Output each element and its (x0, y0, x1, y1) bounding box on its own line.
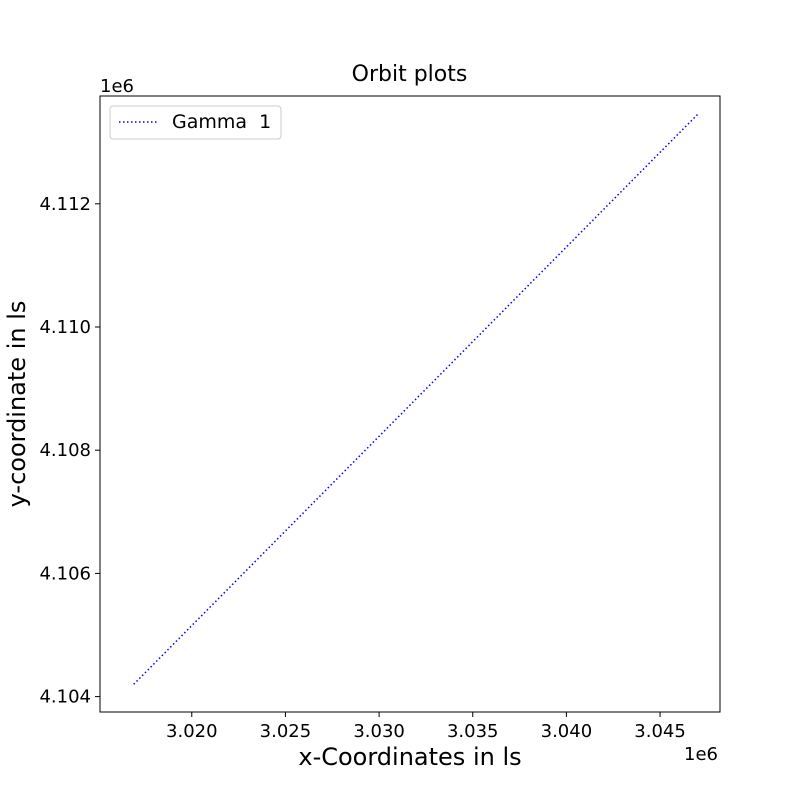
y-tick-label: 4.106 (39, 563, 91, 584)
series-layer (133, 113, 699, 685)
x-tick-label: 3.025 (260, 721, 312, 742)
x-tick-label: 3.020 (166, 721, 218, 742)
y-tick-label: 4.110 (39, 317, 91, 338)
series-line (133, 113, 699, 685)
x-tick-label: 3.035 (447, 721, 499, 742)
x-axis-offset-label: 1e6 (684, 744, 718, 765)
x-axis-label: x-Coordinates in ls (298, 743, 521, 771)
x-tick-label: 3.030 (353, 721, 405, 742)
legend-label: Gamma 1 (172, 111, 271, 133)
x-tick-label: 3.045 (634, 721, 686, 742)
legend-box (109, 105, 282, 140)
y-tick-label: 4.104 (39, 687, 91, 708)
x-tick-label: 3.040 (541, 721, 593, 742)
y-tick-label: 4.112 (39, 194, 91, 215)
y-axis-label: y-coordinate in ls (3, 301, 31, 508)
y-tick-label: 4.108 (39, 440, 91, 461)
x-axis-ticks: 3.020 3.025 3.030 3.035 3.040 3.045 (166, 712, 686, 742)
y-axis-offset-label: 1e6 (100, 76, 134, 97)
chart-title: Orbit plots (352, 62, 468, 87)
legend: Gamma 1 (109, 105, 282, 140)
plot-area-frame (99, 95, 721, 713)
y-axis-ticks: 4.104 4.106 4.108 4.110 4.112 (39, 194, 100, 708)
